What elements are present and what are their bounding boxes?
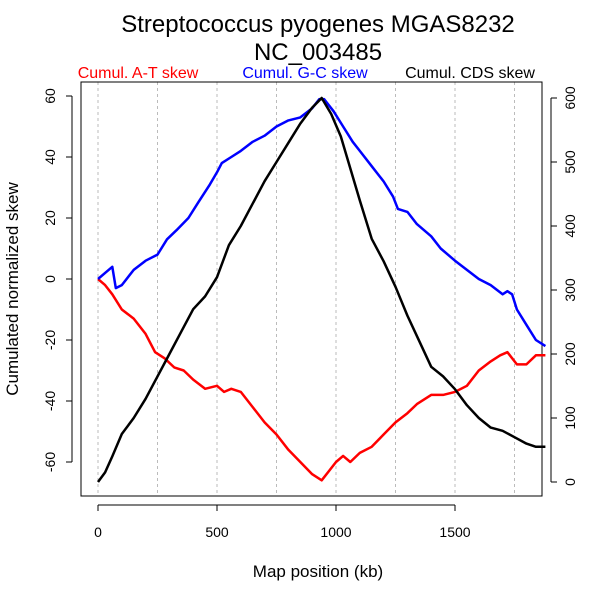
right-y-tick-label: 400: [562, 214, 578, 238]
left-y-tick-label: 60: [42, 88, 58, 104]
left-y-tick-label: -20: [42, 330, 58, 350]
right-y-tick-label: 500: [562, 150, 578, 174]
left-y-tick-label: 40: [42, 149, 58, 165]
axes: 0 500 1000 1500-60-40-200204060010020030040…: [42, 86, 578, 540]
series-lines: [96, 96, 547, 483]
left-y-tick-label: -60: [42, 452, 58, 472]
chart-title: Streptococcus pyogenes MGAS8232: [121, 11, 515, 38]
y-axis-label: Cumulated normalized skew: [3, 182, 22, 396]
left-y-tick-label: 0: [42, 275, 58, 283]
left-y-tick-label: 20: [42, 210, 58, 226]
x-tick-label: 1500: [439, 524, 470, 540]
legend-gc-skew: Cumul. G-C skew: [242, 65, 368, 82]
x-tick-label: 0: [94, 524, 102, 540]
x-axis-label: Map position (kb): [253, 562, 383, 581]
x-tick-label: 1000: [320, 524, 351, 540]
grid-lines: [97, 82, 515, 496]
legend-cds-skew: Cumul. CDS skew: [405, 65, 535, 82]
at-skew-line: [97, 278, 546, 482]
legend-at-skew: Cumul. A-T skew: [78, 65, 199, 82]
left-y-tick-label: -40: [42, 391, 58, 411]
right-y-tick-label: 0: [562, 478, 578, 486]
chart-subtitle: NC_003485: [254, 39, 382, 66]
right-y-tick-label: 300: [562, 278, 578, 302]
right-y-tick-label: 200: [562, 342, 578, 366]
gc-skew-line: [97, 97, 547, 348]
right-y-tick-label: 100: [562, 406, 578, 430]
cds-skew-line: [96, 96, 546, 483]
x-tick-label: 500: [205, 524, 229, 540]
plot-frame: [80, 81, 543, 497]
right-y-tick-label: 600: [562, 86, 578, 110]
